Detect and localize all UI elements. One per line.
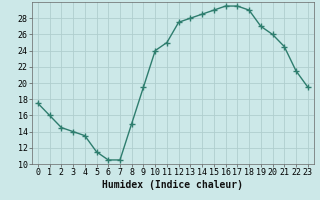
X-axis label: Humidex (Indice chaleur): Humidex (Indice chaleur) [102,180,243,190]
